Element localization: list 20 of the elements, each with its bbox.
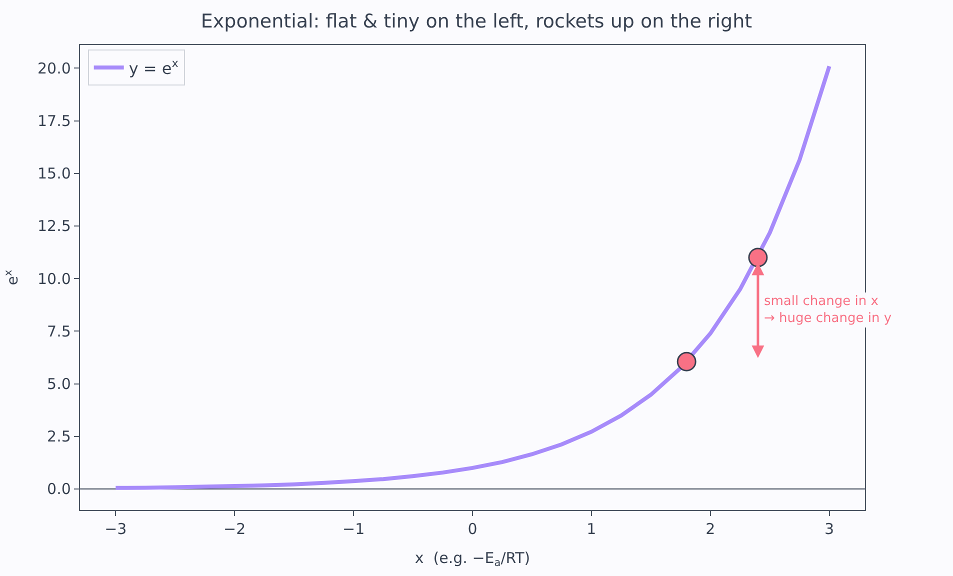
x-tick-label: −3	[104, 520, 127, 538]
x-axis-title: x (e.g. −E$_{a}$/RT)	[414, 549, 530, 570]
y-tick-label: 10.0	[37, 270, 71, 288]
chart-title: Exponential: flat & tiny on the left, rockets up on the right	[200, 10, 752, 33]
y-tick-label: 5.0	[47, 375, 71, 394]
y-tick-label: 2.5	[47, 428, 71, 446]
y-tick-label: 17.5	[37, 112, 71, 130]
x-tick-label: 3	[824, 520, 834, 538]
x-tick-label: 2	[706, 520, 716, 538]
x-tick-label: 0	[468, 520, 478, 538]
y-tick-label: 15.0	[37, 164, 71, 183]
x-tick-label: −2	[224, 520, 246, 538]
y-tick-label: 7.5	[47, 322, 71, 340]
y-tick-label: 12.5	[37, 217, 71, 236]
y-tick-label: 20.0	[37, 59, 71, 78]
x-tick-label: −1	[342, 520, 365, 538]
legend-label: y = e$^{x}$	[128, 57, 179, 78]
y-tick-label: 0.0	[47, 480, 71, 498]
annotation: small change in x → huge change in y	[764, 294, 892, 326]
x-tick-label: 1	[586, 520, 596, 538]
